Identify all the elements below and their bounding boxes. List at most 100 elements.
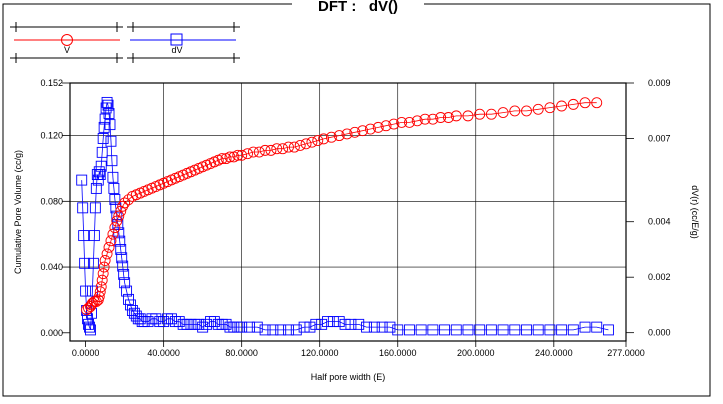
dv-data-point bbox=[109, 194, 121, 205]
legend: V dV bbox=[10, 22, 240, 63]
dv-data-point bbox=[89, 202, 101, 214]
dv-data-point bbox=[602, 324, 614, 336]
dv-data-point bbox=[415, 324, 427, 336]
v-data-point bbox=[119, 197, 131, 209]
v-data-point bbox=[325, 131, 337, 143]
dv-data-point bbox=[95, 160, 107, 172]
dv-data-point bbox=[115, 244, 127, 255]
dv-data-point bbox=[251, 321, 263, 333]
dv-data-point bbox=[142, 316, 154, 328]
dv-data-point bbox=[275, 324, 287, 336]
dv-data-point bbox=[88, 230, 100, 242]
dv-data-point bbox=[208, 316, 220, 328]
x-tick-label: 160.0000 bbox=[379, 348, 417, 358]
v-data-point bbox=[95, 281, 107, 293]
series-dv-line bbox=[81, 102, 609, 331]
x-tick-label: 240.0000 bbox=[535, 348, 573, 358]
dv-data-point bbox=[345, 318, 357, 330]
dv-data-point bbox=[339, 318, 351, 330]
v-data-point bbox=[497, 107, 509, 119]
dv-data-point bbox=[116, 252, 128, 264]
v-data-point bbox=[265, 144, 277, 156]
dv-data-point bbox=[521, 324, 532, 336]
v-data-point bbox=[450, 110, 462, 122]
v-data-point bbox=[99, 255, 111, 266]
v-data-point bbox=[443, 112, 454, 123]
dv-data-point bbox=[108, 182, 120, 194]
x-tick-label: 0.0000 bbox=[72, 348, 100, 358]
dv-data-point bbox=[427, 324, 439, 336]
y2-tick-label: 0.007 bbox=[648, 133, 671, 143]
dv-data-point bbox=[361, 321, 372, 333]
dv-data-point bbox=[97, 133, 109, 144]
v-data-point bbox=[259, 144, 271, 156]
dv-data-point bbox=[93, 166, 105, 178]
dv-data-point bbox=[165, 313, 177, 325]
v-data-point bbox=[117, 200, 129, 212]
dv-data-point bbox=[85, 324, 96, 336]
dv-data-point bbox=[462, 324, 474, 336]
legend-v-marker bbox=[61, 34, 73, 46]
v-data-point bbox=[105, 235, 117, 247]
x-tick-label: 200.0000 bbox=[457, 348, 495, 358]
dv-data-point bbox=[485, 324, 497, 336]
v-data-point bbox=[271, 143, 283, 155]
y2-axis-ticks: 0.000 0.002 0.004 0.007 0.009 bbox=[626, 78, 671, 338]
dv-data-point bbox=[384, 321, 396, 333]
dv-data-point bbox=[106, 155, 118, 167]
dv-data-point bbox=[579, 321, 591, 333]
dv-data-point bbox=[404, 324, 415, 336]
legend-dv-marker bbox=[170, 33, 183, 46]
x-tick-label: 40.0000 bbox=[147, 348, 180, 358]
y2-tick-label: 0.000 bbox=[648, 328, 671, 338]
y-tick-label: 0.000 bbox=[40, 328, 63, 338]
v-data-point bbox=[312, 135, 324, 146]
dv-data-point bbox=[392, 324, 404, 336]
x-axis-ticks: 0.0000 40.0000 80.0000 120.0000 160.0000 200.… bbox=[72, 341, 645, 358]
v-data-point bbox=[591, 97, 603, 109]
dv-data-point bbox=[126, 305, 138, 316]
dv-data-point bbox=[298, 321, 310, 333]
v-data-point bbox=[300, 138, 312, 150]
dv-data-point bbox=[450, 324, 462, 336]
v-data-point bbox=[103, 241, 115, 253]
dv-data-point bbox=[353, 318, 365, 330]
dv-data-point bbox=[119, 277, 131, 289]
dv-data-point bbox=[82, 313, 94, 325]
v-data-point bbox=[364, 123, 376, 135]
dv-data-point bbox=[509, 324, 521, 336]
dv-data-point bbox=[316, 318, 328, 330]
dv-data-point bbox=[236, 321, 248, 333]
x-axis-label: Half pore width (E) bbox=[311, 372, 386, 382]
v-data-point bbox=[404, 116, 415, 128]
v-data-point bbox=[306, 136, 318, 148]
legend-dv-label: dV bbox=[171, 45, 182, 55]
v-data-point bbox=[427, 113, 439, 125]
dv-data-point bbox=[173, 316, 185, 328]
chart-title: DFT : dV() bbox=[318, 0, 398, 15]
title-background bbox=[292, 0, 424, 14]
x-tick-label: 277.0000 bbox=[607, 348, 645, 358]
plot-area bbox=[69, 82, 627, 342]
dv-data-point bbox=[121, 285, 133, 297]
dv-data-point bbox=[96, 146, 108, 158]
v-data-point bbox=[579, 97, 591, 109]
v-data-point bbox=[435, 112, 447, 123]
dv-data-point bbox=[84, 321, 95, 333]
dv-data-point bbox=[102, 99, 114, 111]
dv-data-point bbox=[100, 102, 112, 114]
dv-data-point bbox=[368, 321, 380, 333]
v-data-point bbox=[216, 153, 228, 165]
v-data-point bbox=[113, 210, 125, 222]
dv-data-point bbox=[123, 293, 134, 305]
v-data-point bbox=[485, 108, 497, 120]
dv-data-point bbox=[591, 321, 603, 333]
y2-tick-label: 0.004 bbox=[648, 217, 671, 227]
dv-data-point bbox=[107, 171, 119, 183]
dv-data-point bbox=[94, 169, 106, 180]
v-data-point bbox=[242, 148, 253, 160]
dv-data-point bbox=[79, 257, 91, 269]
v-data-point bbox=[474, 108, 486, 120]
dv-data-point bbox=[304, 321, 316, 333]
y-tick-label: 0.080 bbox=[40, 196, 63, 206]
